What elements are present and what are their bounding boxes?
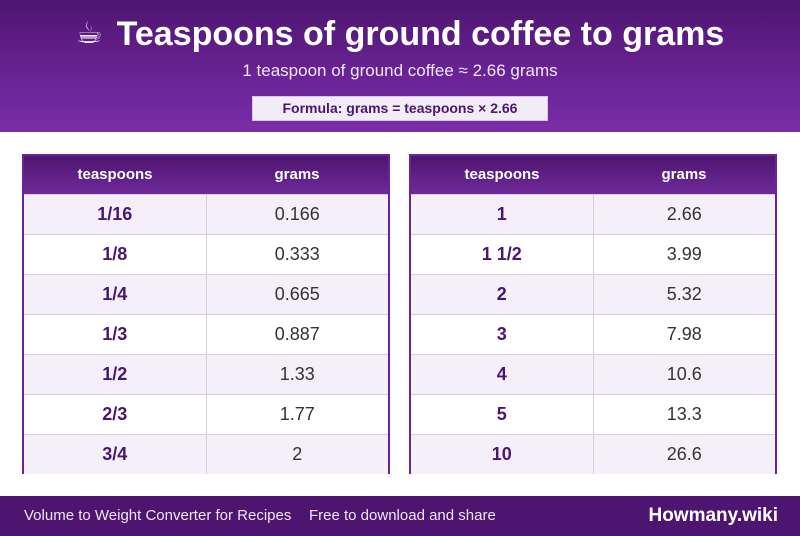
column-header-teaspoons: teaspoons [464,166,540,183]
grams-cell: 26.6 [666,444,702,464]
table-body: 1/16 0.166 1/8 0.333 1/4 0.665 1/3 0.887 1/2… [24,194,388,474]
grams-cell: 0.333 [274,244,320,264]
brand-logo-text[interactable]: Howmany.wiki [648,505,778,526]
grams-cell: 1.33 [279,364,315,384]
footer-share-text: Free to download and share [309,507,496,524]
table-row: 1/16 0.166 [24,194,388,234]
table-row: 2/3 1.77 [24,394,388,434]
header-banner: ☕ Teaspoons of ground coffee to grams 1 … [0,0,800,132]
grams-cell: 0.166 [274,204,320,224]
teaspoons-cell: 1/16 [24,195,207,234]
teaspoons-cell: 3/4 [24,435,207,474]
table-row: 1 2.66 [411,194,775,234]
grams-cell: 3.99 [666,244,702,264]
teaspoons-cell: 3 [411,315,594,354]
teaspoons-cell: 10 [411,435,594,474]
table-row: 1/2 1.33 [24,354,388,394]
table-row: 1/8 0.333 [24,234,388,274]
table-row: 1/3 0.887 [24,314,388,354]
table-header: teaspoons grams [411,156,775,194]
grams-cell: 0.665 [274,284,320,304]
table-row: 2 5.32 [411,274,775,314]
grams-cell: 7.98 [666,324,702,344]
conversion-table-left: teaspoons grams 1/16 0.166 1/8 0.333 1/4 0.… [22,154,390,474]
footer-converter-link[interactable]: Volume to Weight Converter for Recipes [24,507,292,524]
teaspoons-cell: 1/8 [24,235,207,274]
grams-cell: 1.77 [279,404,315,424]
teaspoons-cell: 5 [411,395,594,434]
teaspoons-cell: 1 1/2 [411,235,594,274]
teaspoons-cell: 1/2 [24,355,207,394]
grams-cell: 2.66 [666,204,702,224]
teaspoons-cell: 4 [411,355,594,394]
teaspoons-cell: 2/3 [24,395,207,434]
table-header: teaspoons grams [24,156,388,194]
table-body: 1 2.66 1 1/2 3.99 2 5.32 3 7.98 4 10.6 5 13.3 … [411,194,775,474]
table-row: 3 7.98 [411,314,775,354]
column-header-grams: grams [274,166,320,183]
table-row: 4 10.6 [411,354,775,394]
table-row: 10 26.6 [411,434,775,474]
title-row: ☕ Teaspoons of ground coffee to grams [0,12,800,56]
teaspoons-cell: 2 [411,275,594,314]
column-header-teaspoons: teaspoons [77,166,153,183]
coffee-cup-icon: ☕ [75,17,103,50]
formula-box: Formula: grams = teaspoons × 2.66 [252,96,548,121]
page-subtitle: 1 teaspoon of ground coffee ≈ 2.66 grams [242,61,558,80]
grams-cell: 0.887 [274,324,320,344]
grams-cell: 13.3 [666,404,702,424]
grams-cell: 10.6 [666,364,702,384]
teaspoons-cell: 1/4 [24,275,207,314]
grams-cell: 5.32 [666,284,702,304]
column-header-grams: grams [661,166,707,183]
grams-cell: 2 [292,444,303,464]
footer-bar: Volume to Weight Converter for Recipes F… [0,496,800,536]
table-row: 5 13.3 [411,394,775,434]
teaspoons-cell: 1 [411,195,594,234]
teaspoons-cell: 1/3 [24,315,207,354]
page-title: Teaspoons of ground coffee to grams [116,15,725,53]
table-row: 1 1/2 3.99 [411,234,775,274]
table-row: 1/4 0.665 [24,274,388,314]
table-row: 3/4 2 [24,434,388,474]
